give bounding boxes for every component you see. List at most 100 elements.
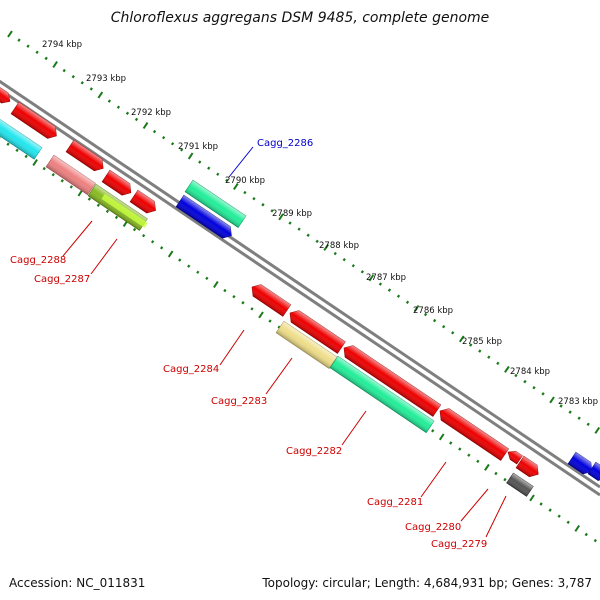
- minor-tick: [51, 172, 55, 177]
- minor-tick: [315, 239, 319, 244]
- minor-tick: [26, 44, 30, 48]
- major-tick: [187, 152, 194, 160]
- kbp-label: 2783 kbp: [558, 397, 598, 407]
- minor-tick: [261, 203, 265, 207]
- minor-tick: [360, 270, 364, 274]
- minor-tick: [196, 270, 200, 274]
- minor-tick: [252, 196, 256, 201]
- major-tick: [594, 426, 600, 434]
- major-tick: [97, 91, 104, 99]
- minor-tick: [405, 300, 410, 304]
- minor-tick: [467, 453, 471, 457]
- kbp-label: 2788 kbp: [319, 241, 359, 251]
- outer-tick-ruler: [7, 30, 600, 434]
- minor-tick: [566, 520, 570, 524]
- minor-tick: [69, 185, 73, 189]
- minor-tick: [568, 410, 572, 414]
- minor-tick: [60, 179, 64, 183]
- minor-tick: [42, 166, 46, 171]
- minor-tick: [548, 508, 552, 512]
- minor-tick: [105, 209, 110, 214]
- kbp-scale-labels: 2794 kbp 2793 kbp 2792 kbp 2791 kbp 2790…: [42, 40, 598, 407]
- minor-tick: [503, 477, 507, 482]
- minor-tick: [469, 343, 473, 347]
- minor-tick: [297, 227, 301, 231]
- map-title: Chloroflexus aggregans DSM 9485, complet…: [111, 10, 490, 26]
- major-tick: [368, 274, 375, 282]
- gene-labels: Cagg_2286 Cagg_2288 Cagg_2287 Cagg_2284 …: [10, 138, 487, 550]
- minor-tick: [432, 318, 437, 323]
- minor-tick: [17, 38, 21, 42]
- gene-label-cagg-2279[interactable]: Cagg_2279: [431, 539, 487, 550]
- kbp-label: 2785 kbp: [462, 337, 502, 347]
- minor-tick: [71, 74, 75, 79]
- major-tick: [167, 250, 174, 258]
- minor-tick: [541, 392, 545, 396]
- minor-tick: [557, 514, 561, 518]
- minor-tick: [306, 233, 310, 237]
- minor-tick: [205, 276, 209, 281]
- minor-tick: [268, 319, 272, 323]
- kbp-label: 2790 kbp: [225, 176, 265, 186]
- minor-tick: [24, 154, 28, 159]
- minor-tick: [160, 246, 164, 250]
- minor-tick: [35, 50, 39, 54]
- minor-tick: [150, 240, 155, 244]
- minor-tick: [216, 172, 220, 176]
- major-tick: [7, 30, 13, 38]
- major-tick: [413, 304, 420, 312]
- minor-tick: [476, 459, 480, 464]
- minor-tick: [523, 379, 527, 384]
- major-tick: [529, 494, 535, 502]
- kbp-label: 2787 kbp: [366, 273, 406, 283]
- minor-tick: [333, 251, 337, 256]
- minor-tick: [87, 197, 92, 201]
- minor-tick: [494, 471, 498, 476]
- major-tick: [258, 311, 264, 319]
- major-tick: [484, 463, 490, 471]
- minor-tick: [207, 166, 211, 170]
- gene-label-cagg-2286[interactable]: Cagg_2286: [257, 138, 313, 149]
- kbp-label: 2791 kbp: [178, 142, 218, 152]
- minor-tick: [250, 307, 254, 311]
- minor-tick: [441, 324, 446, 329]
- gene-label-cagg-2281[interactable]: Cagg_2281: [367, 497, 423, 508]
- minor-tick: [141, 233, 146, 238]
- minor-tick: [116, 105, 121, 109]
- minor-tick: [387, 288, 392, 292]
- minor-tick: [277, 325, 281, 329]
- minor-tick: [114, 215, 119, 220]
- gene-label-cagg-2288[interactable]: Cagg_2288: [10, 255, 66, 266]
- genome-summary-text: Topology: circular; Length: 4,684,931 bp…: [261, 576, 592, 590]
- major-tick: [504, 365, 510, 373]
- minor-tick: [451, 331, 455, 335]
- label-leader-lines: [62, 146, 507, 538]
- gene-label-cagg-2283[interactable]: Cagg_2283: [211, 396, 267, 407]
- minor-tick: [198, 160, 202, 164]
- gene-label-cagg-2282[interactable]: Cagg_2282: [286, 446, 342, 457]
- minor-tick: [170, 142, 175, 146]
- gene-label-cagg-2280[interactable]: Cagg_2280: [405, 522, 461, 533]
- minor-tick: [89, 87, 93, 91]
- gene-label-cagg-2284[interactable]: Cagg_2284: [163, 364, 219, 375]
- minor-tick: [593, 538, 597, 543]
- minor-tick: [496, 361, 500, 366]
- minor-tick: [96, 203, 101, 207]
- major-tick: [549, 396, 555, 404]
- minor-tick: [487, 355, 491, 359]
- minor-tick: [270, 209, 274, 213]
- gene-label-cagg-2287[interactable]: Cagg_2287: [34, 274, 90, 285]
- major-tick: [574, 524, 581, 532]
- minor-tick: [559, 404, 563, 408]
- minor-tick: [532, 386, 536, 390]
- gene-features: [0, 82, 600, 497]
- kbp-label: 2789 kbp: [272, 209, 312, 219]
- major-tick: [323, 243, 330, 251]
- kbp-label: 2792 kbp: [131, 108, 171, 118]
- minor-tick: [187, 264, 191, 268]
- minor-tick: [107, 99, 112, 103]
- minor-tick: [478, 349, 482, 353]
- minor-tick: [584, 532, 588, 537]
- minor-tick: [396, 294, 401, 298]
